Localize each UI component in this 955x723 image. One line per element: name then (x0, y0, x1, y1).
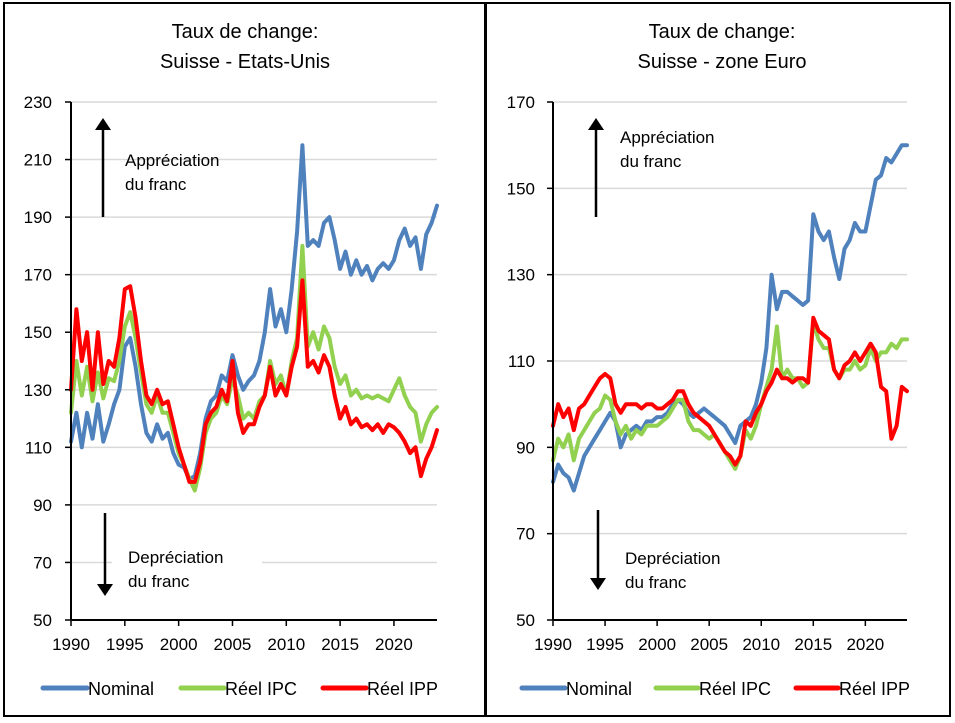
legend-label-ipc: Réel IPC (225, 679, 297, 699)
y-tick-label: 50 (516, 611, 535, 630)
x-tick-label: 1995 (106, 635, 144, 654)
arrow-down-head-icon (97, 584, 113, 596)
annotation-bg (112, 540, 262, 594)
y-tick-label: 150 (24, 323, 52, 342)
arrow-up-head-icon (95, 118, 111, 130)
y-tick-label: 190 (24, 208, 52, 227)
chart-panel-euro: Taux de change: Suisse - zone Euro 50 70 9… (507, 21, 910, 699)
legend-label-ipp: Réel IPP (839, 679, 910, 699)
series-line-ipc (551, 320, 909, 471)
annotation-up-line2: du franc (620, 152, 682, 171)
tick-labels: 50 70 90 110 130 150 170 1990 1995 2000 2005 2010 20… (507, 93, 885, 654)
annotation-up-line2: du franc (125, 175, 187, 194)
x-tick-label: 2020 (375, 635, 413, 654)
x-tick-label: 1990 (52, 635, 90, 654)
grid-lines (553, 101, 907, 535)
series-group (551, 143, 909, 493)
annotation-down-line2: du franc (128, 572, 190, 591)
annotation-appreciation: Appréciation du franc (588, 118, 715, 217)
axes (65, 101, 437, 626)
annotation-down-line1: Depréciation (128, 548, 223, 567)
x-tick-label: 2020 (846, 635, 884, 654)
y-tick-label: 110 (25, 438, 52, 457)
x-tick-label: 2010 (267, 635, 305, 654)
series-line-nominal (551, 143, 909, 493)
arrow-down-head-icon (590, 578, 606, 590)
y-tick-label: 230 (24, 93, 52, 112)
y-tick-label: 170 (24, 266, 52, 285)
x-tick-label: 2005 (690, 635, 728, 654)
legend-label-nominal: Nominal (88, 679, 154, 699)
legend-label-ipp: Réel IPP (367, 679, 438, 699)
y-tick-label: 50 (33, 611, 52, 630)
series-line-ipp (551, 315, 909, 467)
x-tick-label: 1995 (586, 635, 624, 654)
x-tick-label: 2000 (160, 635, 198, 654)
series-line-ipc (69, 243, 439, 493)
chart-title-line2: Suisse - zone Euro (638, 51, 807, 73)
chart-title-line2: Suisse - Etats-Unis (160, 51, 330, 73)
y-tick-label: 70 (516, 525, 535, 544)
series-line-ipp (69, 278, 439, 484)
x-tick-label: 2015 (321, 635, 359, 654)
y-tick-label: 90 (33, 496, 52, 515)
y-tick-label: 150 (507, 179, 535, 198)
axes (547, 101, 907, 626)
x-tick-label: 1990 (534, 635, 572, 654)
y-tick-label: 90 (516, 438, 535, 457)
y-tick-label: 170 (507, 93, 535, 112)
annotation-down-line2: du franc (625, 573, 687, 592)
series-group (69, 143, 439, 493)
chart-title-line1: Taux de change: (649, 21, 796, 43)
annotation-depreciation: Depréciation du franc (97, 513, 262, 596)
annotation-appreciation: Appréciation du franc (95, 118, 220, 217)
chart-title-line1: Taux de change: (172, 21, 319, 43)
x-tick-label: 2015 (794, 635, 832, 654)
y-tick-label: 110 (508, 352, 535, 371)
panel-divider (484, 2, 487, 717)
legend: Nominal Réel IPC Réel IPP (519, 679, 910, 699)
annotation-up-line1: Appréciation (125, 151, 220, 170)
y-tick-label: 70 (33, 553, 52, 572)
y-tick-label: 130 (507, 266, 535, 285)
annotation-down-line1: Depréciation (625, 549, 720, 568)
x-tick-label: 2010 (742, 635, 780, 654)
figure-frame (3, 2, 951, 717)
legend: Nominal Réel IPC Réel IPP (40, 679, 438, 699)
legend-label-nominal: Nominal (566, 679, 632, 699)
x-tick-label: 2000 (638, 635, 676, 654)
annotation-up-line1: Appréciation (620, 128, 715, 147)
arrow-up-head-icon (588, 118, 604, 130)
annotation-depreciation: Depréciation du franc (590, 510, 720, 592)
y-tick-label: 130 (24, 381, 52, 400)
legend-label-ipc: Réel IPC (699, 679, 771, 699)
x-tick-label: 2005 (214, 635, 252, 654)
chart-panel-us: Taux de change: Suisse - Etats-Unis 50 70… (24, 21, 439, 699)
y-tick-label: 210 (24, 151, 52, 170)
series-line-nominal (69, 143, 439, 481)
tick-labels: 50 70 90 110 130 150 170 190 210 230 1990 1995 2000 2… (24, 93, 413, 654)
